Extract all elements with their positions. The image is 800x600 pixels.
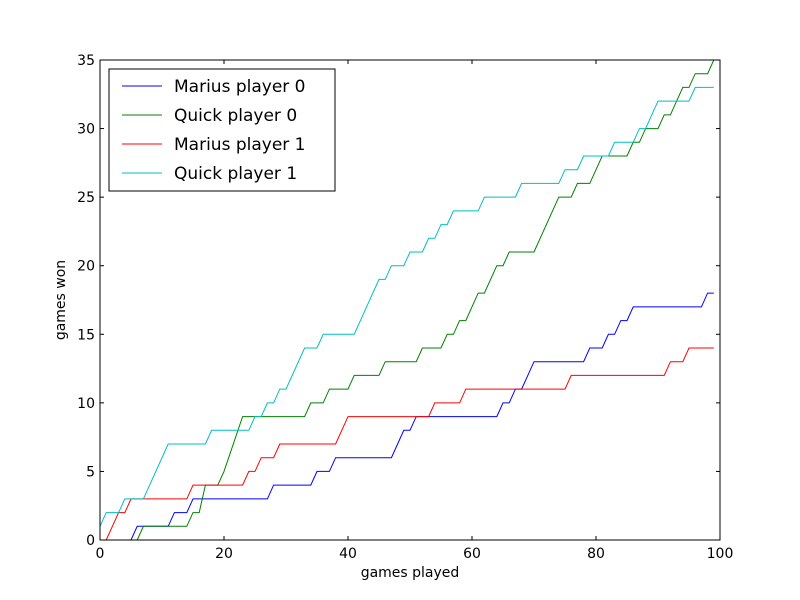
y-axis-label: games won (53, 260, 69, 340)
y-tick-label: 20 (77, 259, 95, 275)
legend-label-3: Marius player 1 (174, 135, 306, 155)
series-line-4 (99, 86, 714, 527)
legend-label-2: Quick player 0 (174, 106, 297, 126)
legend: Marius player 0 Quick player 0 Marius play… (108, 68, 336, 192)
x-tick-label: 80 (587, 546, 605, 562)
series-line-2 (136, 59, 715, 541)
x-tick-label: 40 (339, 546, 357, 562)
series-layer (99, 59, 715, 541)
ticks-layer: 0 20 40 60 80 100 0 5 10 15 20 25 30 35 (77, 53, 733, 562)
x-tick-label: 100 (707, 546, 734, 562)
y-tick-label: 25 (77, 190, 95, 206)
series-line-3 (105, 347, 714, 541)
y-tick-label: 30 (77, 122, 95, 138)
y-tick-label: 15 (77, 327, 95, 343)
y-tick-label: 10 (77, 396, 95, 412)
x-tick-label: 0 (96, 546, 105, 562)
x-tick-label: 60 (463, 546, 481, 562)
series-line-1 (130, 292, 714, 541)
plot-frame (99, 59, 721, 541)
x-axis-label: games played (361, 565, 460, 581)
y-tick-label: 35 (77, 53, 95, 69)
y-tick-label: 0 (86, 533, 95, 549)
legend-label-1: Marius player 0 (174, 77, 306, 97)
y-tick-label: 5 (86, 464, 95, 480)
x-tick-label: 20 (215, 546, 233, 562)
legend-label-4: Quick player 1 (174, 164, 297, 184)
legend-box (108, 68, 336, 192)
